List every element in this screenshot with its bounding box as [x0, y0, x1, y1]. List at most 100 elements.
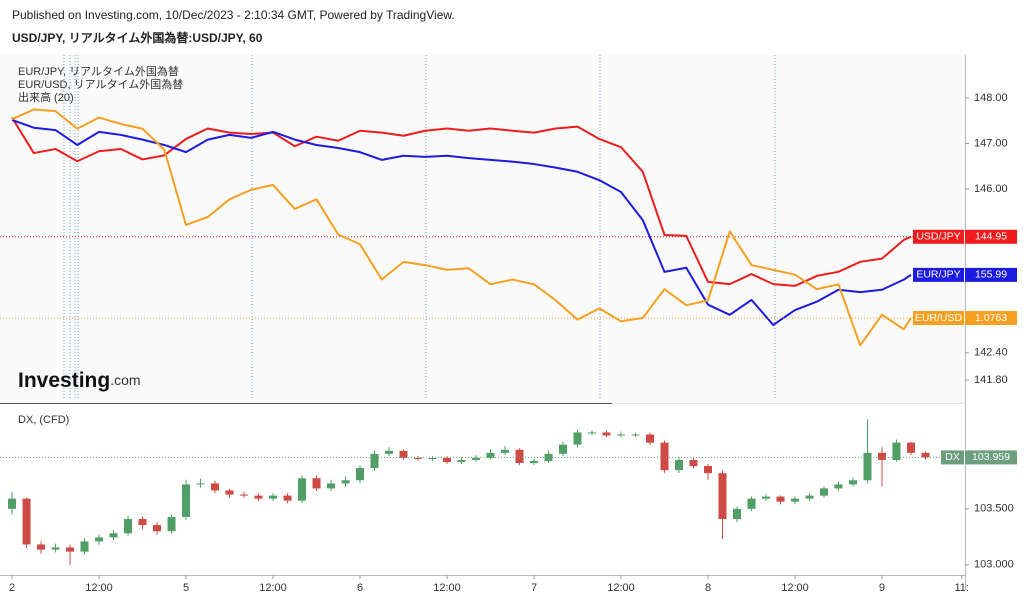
logo-word: Investing: [18, 369, 110, 392]
candle-body: [472, 457, 481, 460]
x-tick-label: 5: [183, 582, 189, 594]
candle-body: [80, 541, 89, 552]
candle-body: [486, 452, 495, 458]
candle-body: [196, 483, 205, 485]
x-tick-label: 12:00: [781, 582, 809, 594]
candle-body: [153, 525, 162, 532]
candle-body: [240, 494, 249, 496]
candle-body: [906, 442, 915, 453]
y-tick-label: 147.00: [974, 137, 1008, 149]
price-tag-name: [913, 267, 964, 282]
y-tick-label: 103.500: [974, 503, 1014, 515]
candle-body: [761, 496, 770, 499]
candle-body: [602, 432, 611, 436]
price-tag-value-text: 155.99: [975, 269, 1007, 281]
candle-body: [646, 434, 655, 443]
candle-body: [617, 434, 626, 436]
main-pane: [0, 55, 965, 403]
candle-body: [675, 459, 684, 471]
candle-body: [66, 547, 75, 552]
candle-body: [399, 450, 408, 458]
legend-item: EUR/USD, リアルタイム外国為替: [18, 77, 183, 91]
candle-body: [225, 490, 234, 495]
logo: Investing.com: [18, 369, 141, 392]
candle-body: [819, 488, 828, 496]
price-tag-name-text: EUR/JPY: [916, 269, 960, 281]
candle-body: [544, 453, 553, 461]
candle-body: [283, 495, 292, 501]
price-tag-value: [965, 311, 1017, 326]
x-tick-label: 2: [9, 582, 15, 594]
x-tick-label: 7: [531, 582, 537, 594]
session-lines: [63, 55, 776, 400]
candle-body: [660, 442, 669, 471]
x-tick-label: 11:: [954, 582, 968, 594]
candle-body: [124, 519, 133, 534]
candle-body: [167, 517, 176, 532]
price-tag-value: [965, 267, 1017, 282]
symbol-title: USD/JPY, リアルタイム外国為替:USD/JPY, 60: [12, 30, 263, 45]
y-tick-label: 141.80: [974, 374, 1008, 386]
candle-body: [501, 449, 510, 453]
x-tick-label: 12:00: [433, 582, 461, 594]
candle-body: [327, 483, 336, 489]
price-tag-value: [965, 229, 1017, 244]
candle-body: [443, 457, 452, 463]
candle-body: [8, 498, 17, 509]
price-tag-name-text: USD/JPY: [916, 231, 960, 243]
candle-body: [95, 537, 104, 542]
y-tick-label: 142.40: [974, 347, 1008, 359]
series-line: [11, 119, 912, 326]
candle-body: [805, 495, 814, 499]
candle-body: [254, 495, 263, 499]
candle-body: [704, 466, 713, 474]
candle-body: [732, 508, 741, 520]
y-tick-label: 103.000: [974, 559, 1014, 571]
pane-title: DX, (CFD): [18, 414, 69, 426]
price-tag-value-text: 103.959: [972, 451, 1010, 463]
candle-body: [863, 452, 872, 481]
candle-body: [414, 457, 423, 459]
candle-body: [138, 519, 147, 526]
candle-body: [689, 459, 698, 467]
x-tick-label: 12:00: [607, 582, 635, 594]
candle-body: [312, 478, 321, 489]
candle-body: [718, 473, 727, 520]
candle-body: [37, 544, 46, 550]
candle-body: [747, 498, 756, 509]
series-line: [11, 108, 912, 347]
candle-body: [877, 452, 886, 460]
published-note: Published on Investing.com, 10/Dec/2023 …: [12, 8, 455, 22]
price-tag-name: [941, 450, 964, 465]
price-tag-value: [965, 450, 1017, 465]
candle-body: [269, 495, 278, 499]
x-tick-label: 8: [705, 582, 711, 594]
candle-body: [631, 434, 640, 436]
candle-body: [588, 432, 597, 434]
candle-body: [776, 496, 785, 502]
candle-body: [530, 461, 539, 464]
candle-body: [559, 444, 568, 454]
logo-suffix: .com: [110, 372, 140, 388]
price-tag-name-text: DX: [945, 451, 960, 463]
legend-item: 出来高 (20): [18, 90, 74, 104]
candle-body: [51, 547, 60, 550]
x-tick-label: 9: [879, 582, 885, 594]
candle-body: [370, 453, 379, 469]
candle-body: [298, 478, 307, 501]
x-tick-label: 6: [357, 582, 363, 594]
candle-body: [921, 452, 930, 458]
candle-body: [573, 432, 582, 445]
price-tag-name-text: EUR/USD: [915, 312, 963, 324]
y-tick-label: 146.00: [974, 183, 1008, 195]
candle-body: [385, 450, 394, 454]
candle-body: [182, 484, 191, 517]
candle-body: [790, 498, 799, 502]
candle-body: [428, 457, 437, 459]
x-tick-label: 12:00: [259, 582, 287, 594]
y-tick-label: 148.00: [974, 92, 1008, 104]
legend-item: EUR/JPY, リアルタイム外国為替: [18, 64, 179, 78]
candle-body: [515, 449, 524, 464]
